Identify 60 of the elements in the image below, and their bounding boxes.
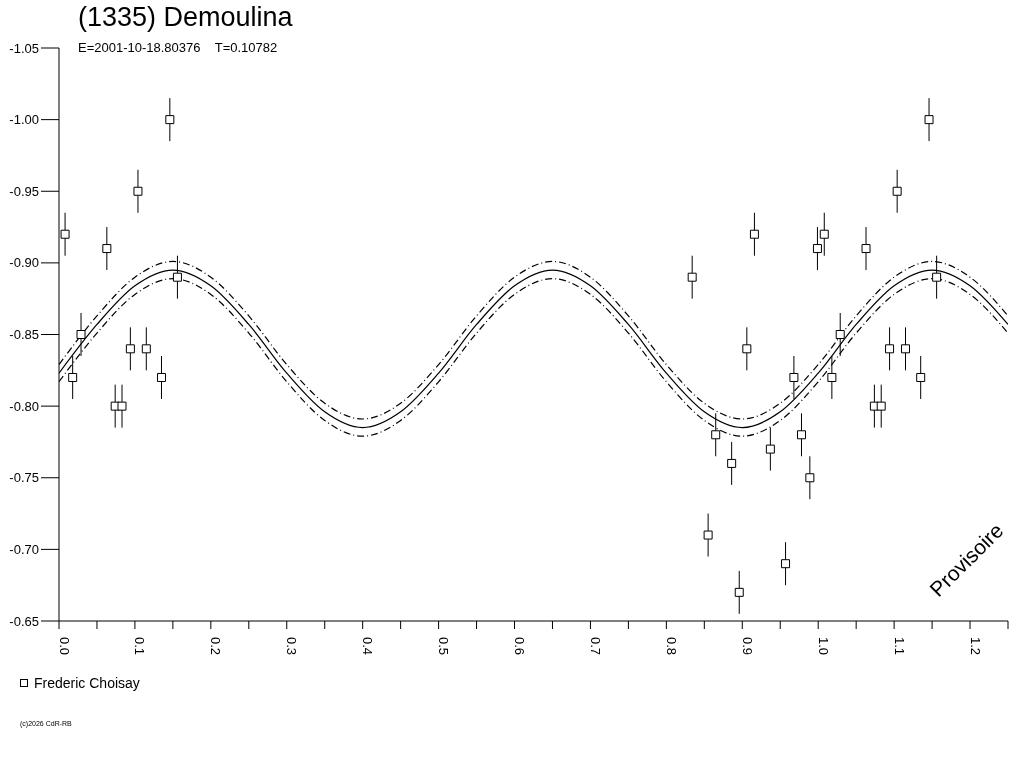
point	[932, 272, 942, 282]
y-tick-label: -0.75	[9, 470, 39, 486]
point	[827, 372, 837, 382]
point	[117, 401, 127, 411]
x-tick-label: 0.1	[132, 637, 148, 656]
x-tick-label: 0.3	[284, 637, 300, 656]
legend-label: Frederic Choisay	[34, 675, 140, 691]
point	[102, 244, 112, 254]
point	[687, 272, 697, 282]
chart-subtitle: E=2001-10-18.80376 T=0.10782	[78, 40, 278, 55]
point	[916, 372, 926, 382]
point	[901, 344, 911, 354]
point	[835, 330, 845, 339]
point	[172, 272, 182, 282]
point	[861, 244, 871, 254]
x-tick-label: 0.7	[588, 637, 603, 656]
x-tick-label: 0.2	[208, 637, 224, 656]
y-tick-label: -0.80	[9, 398, 39, 414]
point	[797, 430, 806, 440]
point	[742, 344, 752, 354]
point	[703, 530, 713, 540]
point	[76, 330, 86, 339]
y-tick-label: -0.95	[9, 183, 39, 199]
x-tick-label: 1.2	[967, 637, 983, 656]
point	[133, 186, 143, 196]
point	[781, 559, 791, 569]
point	[885, 344, 895, 354]
point	[819, 229, 829, 239]
point	[60, 229, 70, 239]
chart-title: (1335) Demoulina	[78, 2, 293, 33]
x-tick-label: 0.4	[360, 637, 376, 656]
y-tick-label: -0.70	[9, 541, 39, 557]
y-tick-label: -1.00	[9, 112, 39, 128]
point	[812, 244, 822, 254]
y-tick-label: -0.90	[9, 255, 39, 271]
point	[141, 344, 151, 354]
point	[765, 444, 775, 454]
point	[125, 344, 135, 354]
y-tick-label: -1.05	[9, 40, 39, 56]
point	[789, 372, 799, 382]
x-tick-label: 1.1	[891, 637, 907, 656]
x-tick-label: 0.5	[436, 637, 452, 656]
point	[924, 115, 934, 125]
point	[749, 229, 759, 239]
point	[727, 458, 737, 468]
point	[892, 186, 902, 196]
point	[68, 372, 78, 382]
point	[876, 401, 886, 411]
point	[711, 430, 721, 440]
x-tick-label: 0.8	[663, 637, 679, 656]
point	[156, 372, 166, 382]
x-tick-label: 0.0	[56, 637, 72, 656]
y-tick-label: -0.85	[9, 327, 39, 342]
point	[734, 587, 744, 597]
x-tick-label: 1.0	[815, 637, 831, 656]
point	[165, 115, 175, 125]
y-tick-label: -0.65	[9, 613, 39, 629]
point	[805, 473, 815, 483]
x-tick-label: 0.6	[512, 637, 528, 656]
x-tick-label: 0.9	[739, 637, 755, 656]
